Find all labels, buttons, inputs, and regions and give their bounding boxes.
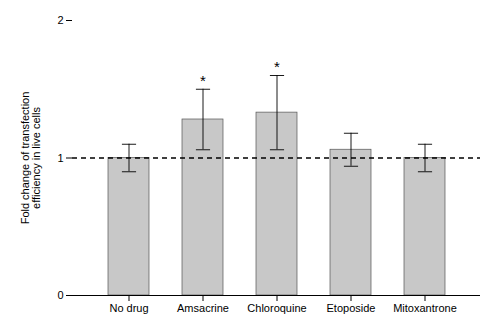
svg-text:*: * [200,72,206,89]
svg-text:0: 0 [57,289,63,301]
svg-text:1: 1 [57,152,63,164]
svg-text:Fold change of transfectioneff: Fold change of transfectionefficiency in… [19,92,42,225]
svg-text:*: * [274,58,280,75]
svg-text:No drug: No drug [109,302,148,314]
svg-text:Mitoxantrone: Mitoxantrone [393,302,457,314]
svg-text:Chloroquine: Chloroquine [247,302,306,314]
svg-text:Amsacrine: Amsacrine [177,302,229,314]
svg-text:2: 2 [57,14,63,26]
svg-text:Etoposide: Etoposide [327,302,376,314]
